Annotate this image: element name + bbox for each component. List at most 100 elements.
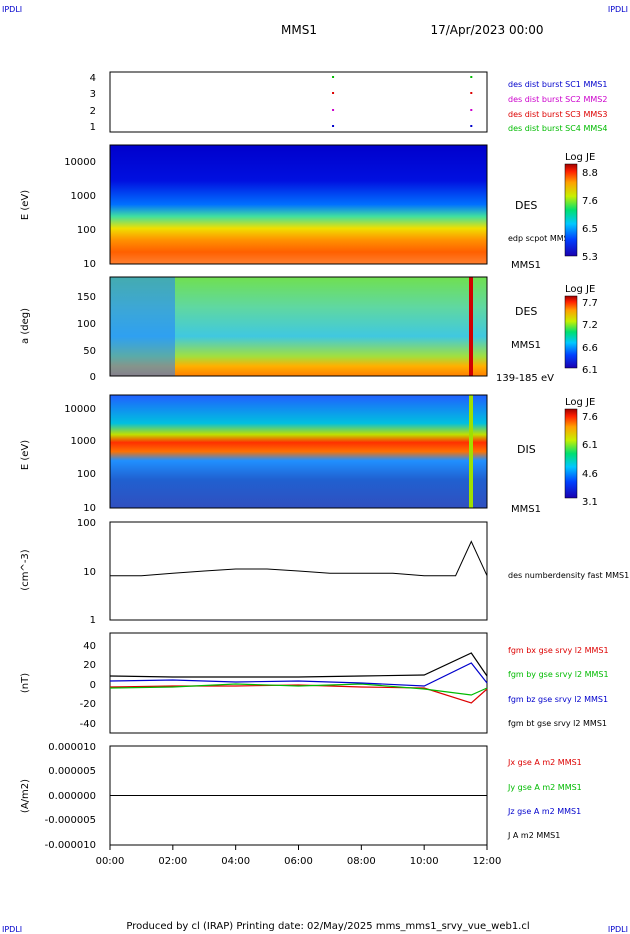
density-ytick-100: 100	[77, 518, 96, 529]
fgm-ytick-20: 20	[83, 660, 96, 671]
burst-ytick-3: 3	[90, 89, 96, 100]
des-energy-cb-tick-1: 8.8	[582, 168, 598, 179]
dis-energy-ytick-10: 10	[83, 503, 96, 514]
corner-tag-tl: IPDLI	[2, 5, 22, 14]
legend-jx: Jx gse A m2 MMS1	[507, 758, 582, 767]
time-tick-label: 06:00	[284, 856, 313, 867]
burst-marker	[332, 109, 335, 111]
dis-energy-ytick-10000: 10000	[64, 404, 96, 415]
des-energy-ytick-100: 100	[77, 225, 96, 236]
des-pitch-ytick-150: 150	[77, 292, 96, 303]
corner-tag-bl: IPDLI	[2, 925, 22, 934]
dis-energy-ytick-100: 100	[77, 469, 96, 480]
legend-j: J A m2 MMS1	[507, 831, 560, 840]
legend-density: des numberdensity fast MMS1	[508, 571, 629, 580]
des-energy-label-mms1: MMS1	[511, 260, 541, 271]
density-ytick-10: 10	[83, 567, 96, 578]
des-energy-colorbar	[564, 163, 578, 257]
panel-dis-energy: 10000 1000 100 10 E (eV) DIS MMS1 Log JE…	[20, 394, 598, 515]
dis-energy-label-dis: DIS	[517, 443, 536, 456]
density-ytick-1: 1	[90, 615, 96, 626]
time-tick-label: 04:00	[221, 856, 250, 867]
des-pitch-event-stripe	[469, 277, 473, 376]
des-pitch-cb-tick-2: 7.2	[582, 320, 598, 331]
density-series-line	[110, 540, 488, 577]
time-tick-label: 10:00	[410, 856, 439, 867]
panel-burst: 4 3 2 1 des dist burst SC1 MMS1 des dist…	[90, 71, 607, 133]
current-ytick-2: 0.000005	[48, 766, 96, 777]
panel-des-energy: 10000 1000 100 10 E (eV) DES edp scpot M…	[20, 144, 598, 271]
des-pitch-cb-tick-1: 7.7	[582, 298, 598, 309]
dis-energy-frame	[109, 394, 488, 509]
des-pitch-ytick-50: 50	[83, 346, 96, 357]
legend-jz: Jz gse A m2 MMS1	[507, 807, 581, 816]
dis-energy-ytick-1000: 1000	[71, 436, 96, 447]
density-ylabel: (cm^-3)	[20, 549, 31, 590]
corner-tag-tr: IPDLI	[608, 5, 628, 14]
des-pitch-ytick-0: 0	[90, 372, 96, 383]
des-pitch-label-des: DES	[515, 305, 537, 318]
legend-fgm-bt: fgm bt gse srvy l2 MMS1	[508, 719, 607, 728]
current-ytick-4: -0.000005	[45, 815, 96, 826]
dis-energy-label-mms1: MMS1	[511, 504, 541, 515]
des-pitch-ylabel: a (deg)	[20, 308, 31, 344]
time-tick-label: 02:00	[158, 856, 187, 867]
des-energy-cb-tick-2: 7.6	[582, 196, 598, 207]
legend-burst-sc2: des dist burst SC2 MMS2	[508, 95, 607, 104]
dis-energy-event-stripe	[469, 395, 473, 508]
burst-marker	[332, 92, 335, 94]
density-lines	[110, 540, 488, 577]
des-pitch-label-mms1: MMS1	[511, 340, 541, 351]
des-energy-cb-tick-4: 5.3	[582, 252, 598, 263]
corner-tag-br: IPDLI	[608, 925, 628, 934]
panel-burst-frame	[109, 71, 488, 133]
burst-marker	[470, 92, 473, 94]
dis-energy-cb-tick-2: 6.1	[582, 440, 598, 451]
legend-fgm-bz: fgm bz gse srvy l2 MMS1	[508, 695, 608, 704]
dis-energy-cb-tick-1: 7.6	[582, 412, 598, 423]
legend-fgm-by: fgm by gse srvy l2 MMS1	[508, 670, 609, 679]
header-date: 17/Apr/2023 00:00	[430, 23, 543, 37]
fgm-bt-line	[109, 652, 488, 678]
des-energy-cb-tick-3: 6.5	[582, 224, 598, 235]
time-tick-label: 08:00	[347, 856, 376, 867]
fgm-ytick-0: 0	[90, 680, 96, 691]
burst-marker	[332, 76, 335, 78]
burst-ytick-2: 2	[90, 106, 96, 117]
current-ylabel: (A/m2)	[20, 779, 31, 813]
dis-energy-ylabel: E (eV)	[20, 440, 31, 470]
burst-marker	[470, 76, 473, 78]
header-mission: MMS1	[281, 23, 317, 37]
fgm-bz-line	[109, 662, 488, 687]
des-energy-frame	[109, 144, 488, 265]
des-pitch-colorbar-title: Log JE	[565, 284, 595, 295]
des-pitch-cb-tick-3: 6.6	[582, 343, 598, 354]
des-energy-label-des: DES	[515, 199, 537, 212]
fgm-ylabel: (nT)	[20, 673, 31, 693]
burst-marker	[470, 109, 473, 111]
des-energy-ylabel: E (eV)	[20, 190, 31, 220]
des-pitch-ytick-100: 100	[77, 319, 96, 330]
burst-ytick-4: 4	[90, 73, 96, 84]
legend-jy: Jy gse A m2 MMS1	[507, 783, 582, 792]
des-energy-ytick-10000: 10000	[64, 157, 96, 168]
legend-burst-sc4: des dist burst SC4 MMS4	[508, 124, 607, 133]
fgm-ytick-m40: -40	[80, 719, 96, 730]
des-pitch-colorbar	[564, 295, 578, 369]
burst-marker	[470, 125, 473, 127]
fgm-by-line	[109, 683, 488, 696]
panel-density: 100 10 1 (cm^-3) des numberdensity fast …	[20, 518, 629, 626]
burst-marks	[332, 76, 473, 127]
current-ytick-3: 0.000000	[48, 791, 96, 802]
des-pitch-cb-tick-4: 6.1	[582, 365, 598, 376]
des-energy-colorbar-title: Log JE	[565, 152, 595, 163]
legend-burst-sc3: des dist burst SC3 MMS3	[508, 110, 607, 119]
burst-marker	[332, 125, 335, 127]
des-pitch-early-interval	[110, 277, 175, 376]
panel-des-pitch: 150 100 50 0 a (deg) DES MMS1 139-185 eV…	[20, 276, 598, 384]
fgm-ytick-40: 40	[83, 641, 96, 652]
panel-current: 0.000010 0.000005 0.000000 -0.000005 -0.…	[20, 742, 582, 851]
legend-fgm-bx: fgm bx gse srvy l2 MMS1	[508, 646, 609, 655]
time-tick-label: 00:00	[96, 856, 125, 867]
